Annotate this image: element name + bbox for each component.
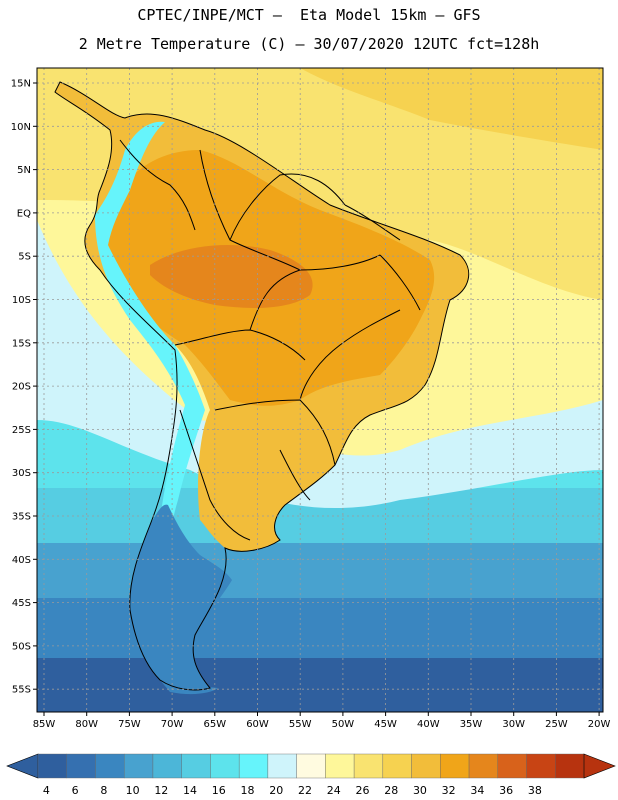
colorbar-label: 22 (298, 784, 312, 797)
colorbar-label: 38 (528, 784, 542, 797)
lon-tick-label: 40W (417, 719, 440, 730)
colorbar-label: 12 (154, 784, 168, 797)
colorbar-label: 6 (72, 784, 79, 797)
colorbar-swatch (37, 753, 67, 779)
lon-tick-label: 35W (460, 719, 483, 730)
lon-tick-label: 50W (332, 719, 355, 730)
colorbar-swatch (325, 753, 355, 779)
colorbar-label: 24 (327, 784, 341, 797)
colorbar-swatch (411, 753, 441, 779)
colorbar-swatch (353, 753, 384, 779)
colorbar-label: 30 (413, 784, 427, 797)
map-frame (36, 67, 604, 713)
lon-tick-label: 65W (203, 719, 226, 730)
graticule (37, 68, 603, 712)
colorbar-swatch (124, 753, 154, 779)
colorbar-label: 26 (355, 784, 369, 797)
colorbar-label: 4 (43, 784, 50, 797)
map-title-line-2: 2 Metre Temperature (C) – 30/07/2020 12U… (78, 35, 540, 53)
axis-ticks: 15N 10N 5N EQ 5S 10S 15S 20S 25S 30S 35S 40S 45S 50S 5… (11, 79, 611, 731)
lon-tick-label: 30W (502, 719, 525, 730)
lat-tick-label: 35S (12, 512, 31, 523)
lat-tick-label: 30S (12, 468, 31, 479)
colorbar-label: 16 (212, 784, 226, 797)
lon-tick-label: 20W (588, 719, 611, 730)
lon-tick-label: 60W (246, 719, 269, 730)
lon-tick-label: 85W (33, 719, 56, 730)
lat-tick-label: 45S (12, 598, 31, 609)
colorbar-label: 28 (384, 784, 398, 797)
colorbar-swatch (238, 753, 269, 779)
colorbar-label: 14 (183, 784, 197, 797)
lon-tick-label: 55W (289, 719, 312, 730)
colorbar-swatch (526, 753, 556, 779)
colorbar-swatch (181, 753, 211, 779)
colorbar-left-arrow (6, 753, 39, 779)
colorbar-label: 34 (470, 784, 484, 797)
colorbar-label: 32 (442, 784, 456, 797)
lat-tick-label: 10N (11, 122, 31, 133)
temperature-colorbar: 4 6 8 10 12 14 16 18 20 22 24 26 28 30 32 34 36 38 (6, 753, 616, 797)
lat-tick-label: 55S (12, 685, 31, 696)
map-title-line-1: CPTEC/INPE/MCT – Eta Model 15km – GFS (137, 6, 481, 24)
colorbar-swatch (95, 753, 125, 779)
colorbar-label: 8 (100, 784, 107, 797)
lon-tick-label: 75W (118, 719, 141, 730)
colorbar-swatch (382, 753, 412, 779)
colorbar-swatch (555, 753, 585, 779)
lat-tick-label: 40S (12, 555, 31, 566)
lat-tick-label: 15S (12, 338, 31, 349)
lat-tick-label: 15N (11, 79, 31, 90)
lon-tick-label: 80W (75, 719, 98, 730)
lat-tick-label: 5S (18, 252, 31, 263)
lat-tick-label: EQ (17, 208, 31, 219)
colorbar-label: 20 (269, 784, 283, 797)
colorbar-swatch (440, 753, 470, 779)
colorbar-swatch (296, 753, 326, 779)
colorbar-swatch (497, 753, 527, 779)
lon-tick-label: 25W (545, 719, 568, 730)
colorbar-swatch (267, 753, 297, 779)
lat-tick-label: 20S (12, 382, 31, 393)
lon-tick-label: 70W (161, 719, 184, 730)
lon-tick-label: 45W (374, 719, 397, 730)
colorbar-swatch (66, 753, 96, 779)
lat-tick-label: 5N (17, 165, 31, 176)
colorbar-right-arrow (583, 753, 616, 779)
colorbar-label: 36 (499, 784, 513, 797)
lat-tick-label: 50S (12, 641, 31, 652)
temperature-field (37, 68, 603, 712)
colorbar-swatch (210, 753, 240, 779)
lat-tick-label: 10S (12, 295, 31, 306)
lat-tick-label: 25S (12, 425, 31, 436)
colorbar-swatch (468, 753, 498, 779)
colorbar-label: 10 (126, 784, 140, 797)
colorbar-label: 18 (241, 784, 255, 797)
colorbar-swatch (152, 753, 182, 779)
